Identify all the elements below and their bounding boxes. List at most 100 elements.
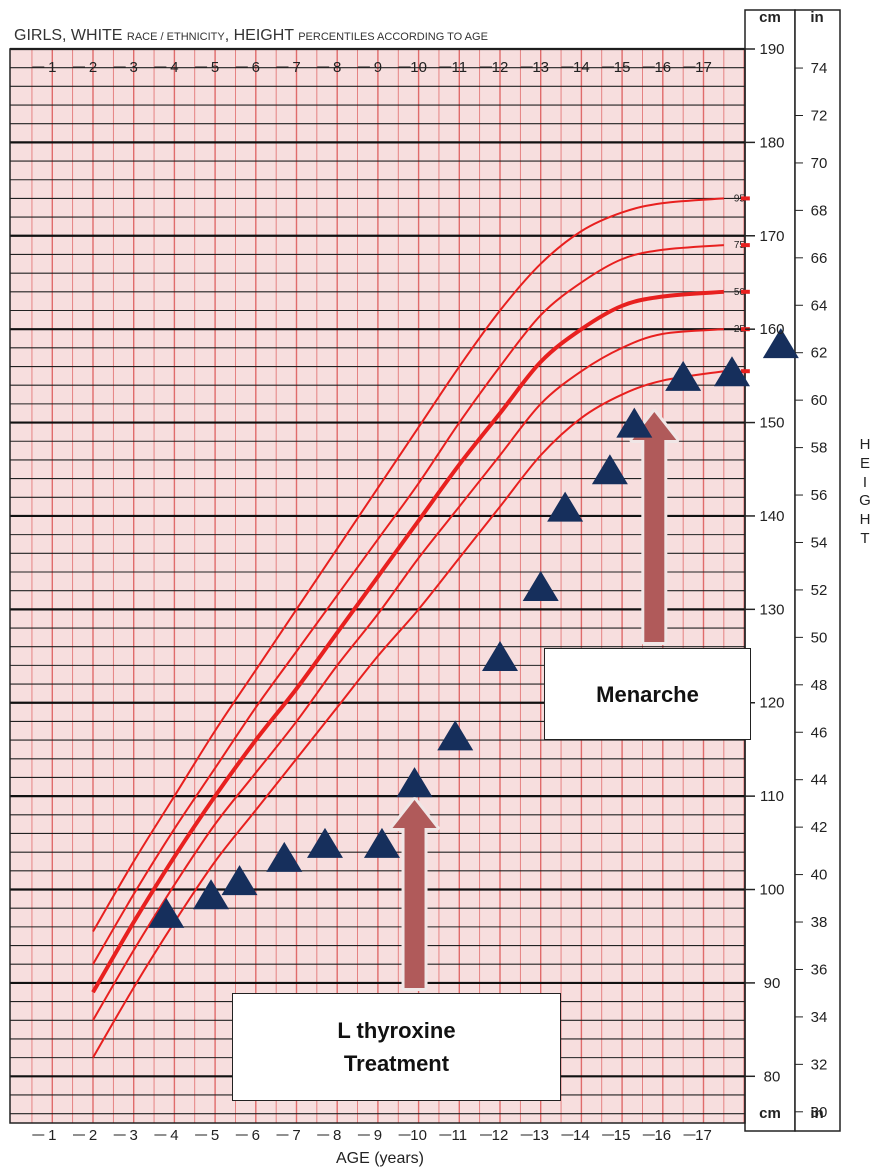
in-scale-column <box>794 9 841 1132</box>
x-tick-label-bottom: 13 <box>532 1127 549 1144</box>
thyroxine-label-line-1: L thyroxine <box>337 1018 456 1043</box>
x-tick-label-top: 12 <box>492 59 509 76</box>
x-tick-label-top: 3 <box>130 59 138 76</box>
percentile-curve-50 <box>91 289 725 994</box>
x-axis-label: AGE (years) <box>335 1150 424 1167</box>
in-tick-label: 58 <box>811 440 828 457</box>
chart-title: GIRLS, WHITE RACE / ETHNICITY, HEIGHT PE… <box>14 27 488 44</box>
y-axis-label-letter: H <box>859 436 871 453</box>
x-tick-label-bottom: 15 <box>614 1127 631 1144</box>
x-tick-label-top: 16 <box>654 59 671 76</box>
in-tick-label: 60 <box>811 392 828 409</box>
height-marker <box>482 641 518 672</box>
y-axis-label-letter: H <box>859 511 871 528</box>
x-tick-label-bottom: 12 <box>492 1127 509 1144</box>
cm-tick-label: 160 <box>759 321 784 338</box>
cm-tick-label: 180 <box>759 134 784 151</box>
cm-unit-label: cm <box>759 9 781 26</box>
cm-tick-label: 150 <box>759 415 784 432</box>
in-tick-label: 42 <box>811 819 828 836</box>
chart-title-part: GIRLS, WHITE <box>14 27 127 44</box>
in-tick-label: 50 <box>811 629 828 646</box>
chart-title-part: , HEIGHT <box>225 27 299 44</box>
in-tick-label: 40 <box>811 867 828 884</box>
x-tick-label-bottom: 11 <box>452 1127 468 1144</box>
x-tick-label-top: 2 <box>89 59 97 76</box>
y-axis-label-letter: I <box>862 473 868 491</box>
x-tick-label-bottom: 17 <box>695 1127 712 1144</box>
in-tick-label: 74 <box>811 60 828 77</box>
percentile-curves: 957550255 <box>91 193 750 1059</box>
thyroxine-label-line-2: Treatment <box>343 1051 450 1076</box>
cm-tick-label: 140 <box>759 508 784 525</box>
in-unit-label: in <box>810 1105 823 1122</box>
y-axis-label-letter: G <box>859 492 871 510</box>
height-marker <box>396 767 433 798</box>
percentile-curve-95 <box>92 197 724 933</box>
x-tick-label-top: 5 <box>211 59 219 76</box>
cm-tick-label: 170 <box>759 228 784 245</box>
cm-tick-label: 120 <box>759 695 784 712</box>
thyroxine-note: L thyroxine Treatment <box>232 993 561 1101</box>
x-tick-label-bottom: 6 <box>252 1127 260 1144</box>
x-tick-label-bottom: 16 <box>654 1127 671 1144</box>
x-tick-label-bottom: 3 <box>130 1127 138 1144</box>
x-tick-label-top: 13 <box>532 59 549 76</box>
x-tick-label-bottom: 5 <box>211 1127 219 1144</box>
axes: 1122334455667788991010111112121313141415… <box>32 9 827 1144</box>
x-tick-label-top: 6 <box>252 59 260 76</box>
x-tick-label-bottom: 8 <box>333 1127 341 1144</box>
percentile-curve-5 <box>92 370 725 1059</box>
height-marker <box>762 328 799 359</box>
height-marker <box>616 407 653 438</box>
x-tick-label-bottom: 14 <box>573 1127 590 1144</box>
x-tick-label-top: 14 <box>573 59 590 76</box>
height-marker <box>547 491 584 522</box>
x-tick-label-top: 8 <box>333 59 341 76</box>
in-unit-label: in <box>810 9 823 26</box>
y-axis-label-letter: E <box>859 454 870 472</box>
plot-frame <box>9 48 746 1124</box>
x-tick-label-top: 10 <box>410 59 427 76</box>
in-tick-label: 68 <box>811 202 828 219</box>
x-tick-label-bottom: 2 <box>89 1127 97 1144</box>
cm-tick-label: 130 <box>759 601 784 618</box>
in-tick-label: 46 <box>811 724 828 741</box>
x-tick-label-bottom: 10 <box>410 1127 427 1144</box>
x-tick-label-top: 7 <box>292 59 300 76</box>
cm-tick-label: 80 <box>764 1068 781 1085</box>
cm-unit-label: cm <box>759 1105 781 1122</box>
in-tick-label: 56 <box>811 487 828 504</box>
height-marker <box>591 454 628 485</box>
cm-tick-label: 190 <box>759 41 784 58</box>
in-tick-label: 62 <box>811 345 828 362</box>
height-marker <box>437 720 474 751</box>
x-tick-label-bottom: 1 <box>48 1127 56 1144</box>
percentile-label-95: 95 <box>734 193 746 204</box>
height-marker <box>306 827 343 858</box>
percentile-curve-25 <box>92 328 724 1021</box>
height-marker <box>713 356 750 387</box>
height-marker <box>522 571 559 601</box>
x-tick-label-top: 11 <box>452 59 468 76</box>
in-tick-label: 66 <box>811 250 828 267</box>
menarche-label: Menarche <box>596 681 699 707</box>
x-tick-label-top: 15 <box>614 59 631 76</box>
cm-tick-label: 100 <box>759 882 784 899</box>
in-tick-label: 34 <box>811 1009 828 1026</box>
percentile-label-75: 75 <box>734 240 746 251</box>
cm-tick-label: 110 <box>760 788 784 805</box>
percentile-label-25: 25 <box>734 324 746 335</box>
y-axis-label-letter: T <box>860 529 870 547</box>
height-marker <box>221 865 258 896</box>
height-marker <box>148 897 185 928</box>
x-tick-label-top: 4 <box>170 59 178 76</box>
x-tick-label-bottom: 4 <box>170 1127 178 1144</box>
menarche-note: Menarche <box>544 648 751 740</box>
x-tick-label-bottom: 7 <box>292 1127 300 1144</box>
in-tick-label: 32 <box>811 1056 828 1073</box>
in-tick-label: 54 <box>811 534 828 551</box>
in-tick-label: 64 <box>811 297 828 314</box>
